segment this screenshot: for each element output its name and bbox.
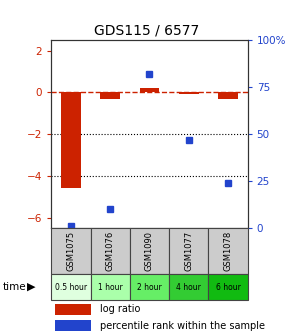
Text: percentile rank within the sample: percentile rank within the sample xyxy=(100,321,265,331)
Bar xyxy=(179,92,199,93)
Text: GSM1077: GSM1077 xyxy=(184,231,193,271)
Bar xyxy=(91,228,130,274)
Bar xyxy=(218,92,238,99)
Text: GSM1078: GSM1078 xyxy=(224,231,232,271)
Bar xyxy=(130,274,169,300)
Bar xyxy=(61,92,81,188)
Text: GSM1076: GSM1076 xyxy=(106,231,115,271)
Bar xyxy=(140,88,159,92)
Text: 6 hour: 6 hour xyxy=(216,283,240,292)
Text: GSM1090: GSM1090 xyxy=(145,231,154,271)
Bar xyxy=(51,228,91,274)
Text: GSM1075: GSM1075 xyxy=(67,231,75,271)
Bar xyxy=(208,274,248,300)
Bar xyxy=(169,274,208,300)
Text: GDS115 / 6577: GDS115 / 6577 xyxy=(94,24,199,38)
Bar xyxy=(51,274,91,300)
Text: 4 hour: 4 hour xyxy=(176,283,201,292)
Bar xyxy=(55,320,91,331)
Text: log ratio: log ratio xyxy=(100,304,141,314)
Bar xyxy=(130,228,169,274)
Bar xyxy=(100,92,120,99)
Bar xyxy=(169,228,208,274)
Bar xyxy=(208,228,248,274)
Bar xyxy=(55,304,91,315)
Text: ▶: ▶ xyxy=(26,282,35,292)
Bar xyxy=(91,274,130,300)
Text: time: time xyxy=(3,282,27,292)
Text: 2 hour: 2 hour xyxy=(137,283,162,292)
Text: 0.5 hour: 0.5 hour xyxy=(55,283,87,292)
Text: 1 hour: 1 hour xyxy=(98,283,122,292)
